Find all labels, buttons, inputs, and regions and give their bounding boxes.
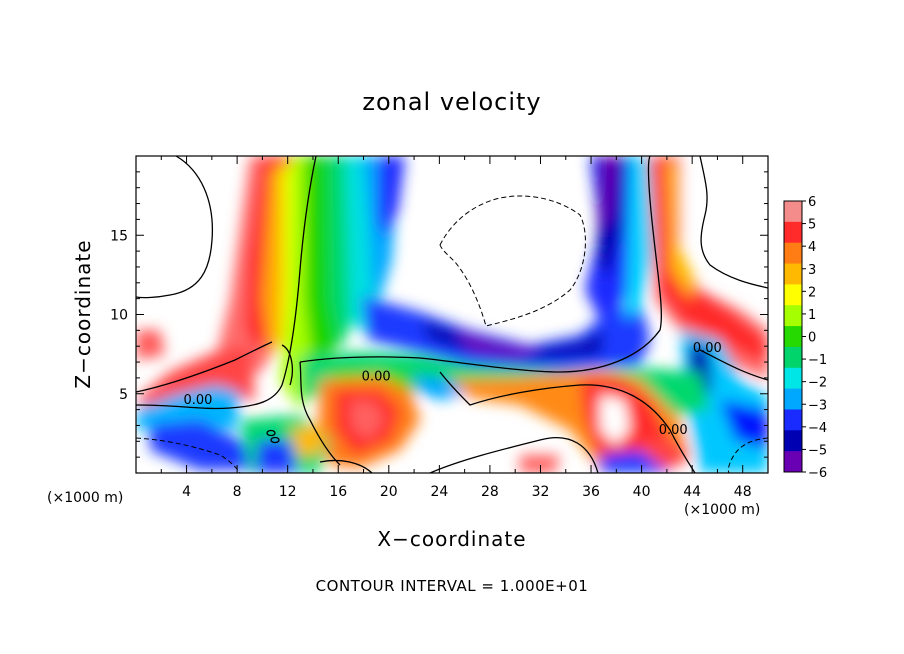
contour-label: 0.00	[362, 369, 391, 384]
chart-title: zonal velocity	[362, 88, 542, 116]
x-tick-label: 8	[233, 484, 242, 500]
y-tick-label: 15	[110, 228, 128, 244]
zero-contours	[136, 156, 768, 473]
colorbar-label: 0	[808, 331, 816, 346]
x-tick-label: 20	[380, 484, 398, 500]
y-axis: 5 10 15	[110, 171, 768, 458]
x-tick-label: 16	[329, 484, 347, 500]
x-tick-label: 44	[683, 484, 701, 500]
x-tick-label: 48	[734, 484, 752, 500]
y-tick-label: 5	[119, 387, 128, 403]
y-tick-label: 10	[110, 308, 128, 324]
x-tick-label: 12	[279, 484, 297, 500]
contour-interval-note: CONTOUR INTERVAL = 1.000E+01	[315, 577, 589, 595]
x-tick-label: 36	[582, 484, 600, 500]
colorbar-swatch	[784, 367, 802, 390]
colorbar-label: 6	[808, 195, 816, 210]
colorbar-label: −6	[808, 466, 827, 481]
colorbar-label: 1	[808, 308, 816, 323]
colorbar-swatch	[784, 346, 802, 369]
colorbar-label: −2	[808, 376, 827, 391]
x-unit-label-right: (×1000 m)	[684, 502, 761, 518]
x-tick-label: 4	[182, 484, 191, 500]
colorbar-swatch	[784, 242, 802, 265]
colorbar-label: −1	[808, 353, 827, 368]
colorbar-label: 2	[808, 285, 816, 300]
x-tick-label: 24	[430, 484, 448, 500]
colorbar-label: 5	[808, 218, 816, 233]
x-tick-label: 32	[532, 484, 550, 500]
contour-label: 0.00	[693, 341, 722, 356]
velocity-field	[136, 156, 768, 473]
colorbar-swatch	[784, 263, 802, 285]
colorbar-label: 4	[808, 240, 816, 255]
contour-label: 0.00	[183, 393, 212, 408]
colorbar: 6 5 4 3 2 1 0 −1 −2 −3 −4 −5 −6	[783, 195, 827, 481]
x-unit-label-left: (×1000 m)	[47, 490, 124, 506]
colorbar-label: −3	[808, 398, 827, 413]
negative-contours	[136, 195, 768, 473]
colorbar-swatch	[784, 305, 802, 327]
x-tick-label: 40	[633, 484, 651, 500]
contour-labels: 0.00 0.00 0.00 0.00	[183, 341, 722, 438]
x-axis: 4 8 12 16 20 24 28 32 36 40 44 48	[160, 156, 752, 500]
colorbar-swatch	[784, 221, 802, 244]
contour-label: 0.00	[659, 423, 688, 438]
colorbar-label: −5	[808, 443, 827, 458]
colorbar-swatch	[784, 430, 802, 452]
colorbar-swatch	[784, 388, 802, 410]
colorbar-label: −4	[808, 421, 827, 436]
colorbar-swatch	[784, 409, 802, 431]
x-tick-label: 28	[481, 484, 499, 500]
colorbar-swatch	[784, 451, 802, 473]
x-axis-label: X−coordinate	[377, 527, 527, 551]
colorbar-label: 3	[808, 263, 816, 278]
colorbar-swatch	[784, 201, 802, 223]
colorbar-swatch	[784, 284, 802, 306]
colorbar-swatch	[784, 326, 802, 348]
